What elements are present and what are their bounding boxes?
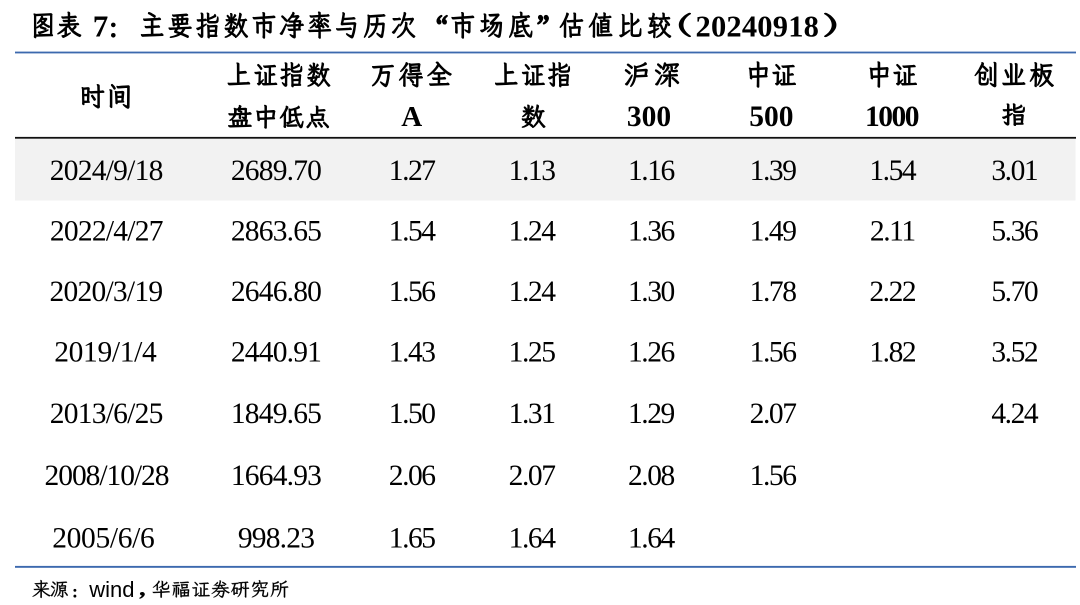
svg-text:2.22: 2.22 [869, 276, 916, 308]
svg-text:300: 300 [627, 101, 671, 133]
svg-text:2019/1/4: 2019/1/4 [54, 337, 157, 369]
svg-text:20240918: 20240918 [696, 9, 820, 43]
svg-text:4.24: 4.24 [991, 398, 1039, 430]
svg-text:2022/4/27: 2022/4/27 [50, 215, 163, 247]
svg-text:1.24: 1.24 [509, 215, 557, 247]
svg-text:2.07: 2.07 [509, 460, 556, 492]
svg-text:2005/6/6: 2005/6/6 [52, 522, 154, 554]
svg-text:3.52: 3.52 [991, 337, 1038, 369]
svg-text:1.31: 1.31 [509, 398, 555, 430]
svg-text:1664.93: 1664.93 [231, 460, 321, 492]
svg-text:1.64: 1.64 [628, 522, 676, 554]
svg-text:wind: wind [88, 577, 134, 602]
svg-text:2.11: 2.11 [870, 215, 915, 247]
svg-text:1.56: 1.56 [750, 460, 797, 492]
svg-text:2646.80: 2646.80 [231, 276, 321, 308]
svg-text:2013/6/25: 2013/6/25 [50, 398, 163, 430]
svg-text:1.65: 1.65 [389, 522, 436, 554]
svg-text:1.39: 1.39 [750, 155, 797, 187]
svg-text:1.54: 1.54 [389, 215, 437, 247]
svg-text:2440.91: 2440.91 [231, 337, 321, 369]
svg-text:2.07: 2.07 [750, 398, 797, 430]
svg-text:1.29: 1.29 [628, 398, 675, 430]
svg-text:1.13: 1.13 [509, 155, 556, 187]
svg-text:1.26: 1.26 [628, 337, 675, 369]
svg-text:5.70: 5.70 [991, 276, 1038, 308]
svg-text:1.49: 1.49 [750, 215, 797, 247]
svg-text:1.36: 1.36 [628, 215, 675, 247]
svg-text:2689.70: 2689.70 [231, 155, 321, 187]
svg-text:2863.65: 2863.65 [231, 215, 321, 247]
svg-text:1849.65: 1849.65 [231, 398, 321, 430]
svg-text:2024/9/18: 2024/9/18 [50, 155, 163, 187]
svg-text:2.06: 2.06 [389, 460, 436, 492]
svg-text:1.56: 1.56 [389, 276, 436, 308]
svg-text:1.16: 1.16 [628, 155, 675, 187]
svg-text:7: 7 [93, 8, 109, 43]
svg-text:1.30: 1.30 [628, 276, 675, 308]
svg-text:2.08: 2.08 [628, 460, 675, 492]
svg-text:1.82: 1.82 [869, 337, 916, 369]
svg-text:1.64: 1.64 [509, 522, 557, 554]
svg-text:1.78: 1.78 [750, 276, 797, 308]
svg-text:2020/3/19: 2020/3/19 [49, 276, 162, 308]
svg-text:1.54: 1.54 [869, 155, 917, 187]
svg-text:1000: 1000 [865, 101, 919, 133]
svg-text:3.01: 3.01 [991, 155, 1037, 187]
svg-text:1.25: 1.25 [509, 337, 556, 369]
svg-text:A: A [401, 101, 422, 133]
svg-text:998.23: 998.23 [238, 522, 314, 554]
svg-text:5.36: 5.36 [991, 215, 1038, 247]
svg-text:1.56: 1.56 [750, 337, 797, 369]
svg-text:1.50: 1.50 [389, 398, 436, 430]
svg-text:1.24: 1.24 [509, 276, 557, 308]
svg-text:2008/10/28: 2008/10/28 [45, 460, 169, 492]
svg-text:500: 500 [749, 101, 793, 133]
svg-text:1.43: 1.43 [389, 337, 436, 369]
svg-text:1.27: 1.27 [389, 155, 436, 187]
